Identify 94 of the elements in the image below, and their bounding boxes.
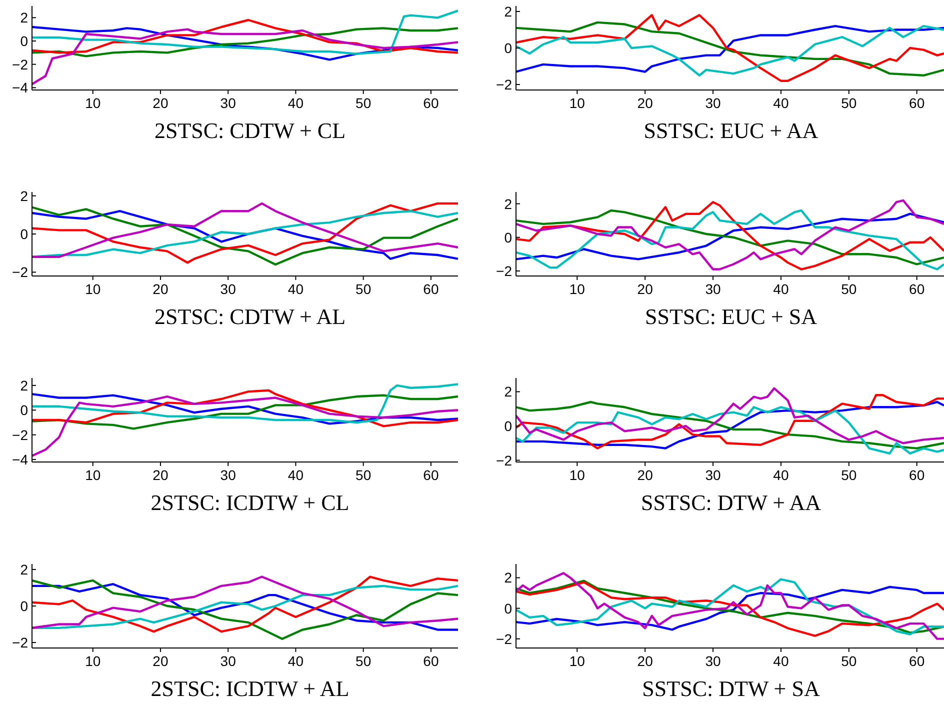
x-tick-label: 60 <box>423 467 439 483</box>
x-tick-label: 40 <box>288 653 304 669</box>
text: 2STSC: CDTW + CL <box>153 118 347 144</box>
text: SSTSC: DTW + AA <box>640 490 822 516</box>
x-tick-label: 20 <box>152 281 168 297</box>
x-tick-label: 40 <box>773 95 789 111</box>
x-tick-label: 10 <box>85 467 101 483</box>
x-tick-label: 60 <box>909 95 925 111</box>
text: 2STSC: ICDTW + CL <box>150 490 350 516</box>
x-tick-label: 50 <box>356 653 372 669</box>
x-tick-label: 30 <box>220 281 236 297</box>
y-tick-label: 2 <box>20 10 28 26</box>
y-tick-label: 0 <box>20 33 28 49</box>
y-tick-label: −2 <box>12 56 28 72</box>
line-series <box>32 10 458 55</box>
x-tick-label: 50 <box>841 95 857 111</box>
x-tick-label: 60 <box>423 653 439 669</box>
x-tick-label: 20 <box>152 95 168 111</box>
x-tick-label: 30 <box>705 281 722 297</box>
y-tick-label: 0 <box>20 402 28 418</box>
x-tick-label: 30 <box>220 467 236 483</box>
y-tick-label: 2 <box>20 561 28 578</box>
text: SSTSC: EUC + SA <box>644 304 818 330</box>
x-tick-label: 40 <box>288 467 304 483</box>
y-tick-label: −2 <box>12 264 28 280</box>
x-tick-label: 20 <box>637 653 654 669</box>
text: 2STSC: CDTW + AL <box>153 304 347 330</box>
x-tick-label: 50 <box>841 281 857 297</box>
x-tick-label: 30 <box>705 95 722 111</box>
x-tick-label: 20 <box>637 467 654 483</box>
x-tick-label: 60 <box>909 281 925 297</box>
x-tick-label: 60 <box>909 467 925 483</box>
x-tick-label: 10 <box>569 281 586 297</box>
y-tick-label: −4 <box>12 452 28 468</box>
y-tick-label: 2 <box>20 188 28 204</box>
line-series <box>516 572 944 640</box>
x-tick-label: 50 <box>356 281 372 297</box>
x-tick-label: 40 <box>288 281 304 297</box>
x-tick-label: 10 <box>569 467 586 483</box>
x-tick-label: 30 <box>220 653 236 669</box>
y-tick-label: −2 <box>496 630 512 647</box>
text: SSTSC: EUC + AA <box>642 118 820 144</box>
x-tick-label: 10 <box>85 95 101 111</box>
line-series <box>32 383 458 424</box>
x-tick-label: 20 <box>637 95 654 111</box>
y-tick-label: −2 <box>12 426 28 443</box>
y-tick-label: 2 <box>504 3 512 20</box>
y-tick-label: −2 <box>12 634 28 651</box>
line-series <box>516 586 944 631</box>
line-series <box>32 18 458 54</box>
y-tick-label: 0 <box>504 600 512 616</box>
y-tick-label: 0 <box>504 229 512 246</box>
y-tick-label: −2 <box>496 452 512 468</box>
x-tick-label: 30 <box>705 653 722 669</box>
line-series <box>32 579 458 640</box>
x-tick-label: 30 <box>220 95 236 111</box>
y-tick-label: 0 <box>504 418 512 434</box>
text: 2STSC: ICDTW + AL <box>150 676 350 702</box>
x-tick-label: 10 <box>569 95 586 111</box>
x-tick-label: 30 <box>705 467 722 483</box>
line-series <box>32 28 458 86</box>
y-tick-label: 0 <box>504 40 512 56</box>
y-tick-label: −4 <box>12 80 28 96</box>
x-tick-label: 10 <box>85 281 101 297</box>
line-series <box>516 406 944 455</box>
x-tick-label: 60 <box>423 281 439 297</box>
x-tick-label: 50 <box>356 467 372 483</box>
x-tick-label: 40 <box>773 653 789 669</box>
y-tick-label: −2 <box>496 262 512 279</box>
y-tick-label: 2 <box>504 570 512 586</box>
x-tick-label: 20 <box>637 281 654 297</box>
x-tick-label: 20 <box>152 467 168 483</box>
x-tick-label: 10 <box>85 653 101 669</box>
x-tick-label: 60 <box>423 95 439 111</box>
x-tick-label: 20 <box>152 653 168 669</box>
y-tick-label: 0 <box>20 598 28 614</box>
x-tick-label: 40 <box>288 95 304 111</box>
line-series <box>516 14 944 82</box>
y-tick-label: 2 <box>504 384 512 400</box>
x-tick-label: 50 <box>841 467 857 483</box>
x-tick-label: 10 <box>569 653 586 669</box>
y-tick-label: −2 <box>496 76 512 93</box>
y-tick-label: 2 <box>20 377 28 394</box>
line-series <box>32 395 458 457</box>
x-tick-label: 50 <box>841 653 857 669</box>
line-series <box>32 394 458 430</box>
y-tick-label: 0 <box>20 226 28 242</box>
text: SSTSC: DTW + SA <box>641 676 821 702</box>
y-tick-label: 2 <box>504 196 512 212</box>
x-tick-label: 50 <box>356 95 372 111</box>
x-tick-label: 40 <box>773 467 789 483</box>
x-tick-label: 60 <box>909 653 925 669</box>
line-series <box>516 387 944 444</box>
x-tick-label: 40 <box>773 281 789 297</box>
